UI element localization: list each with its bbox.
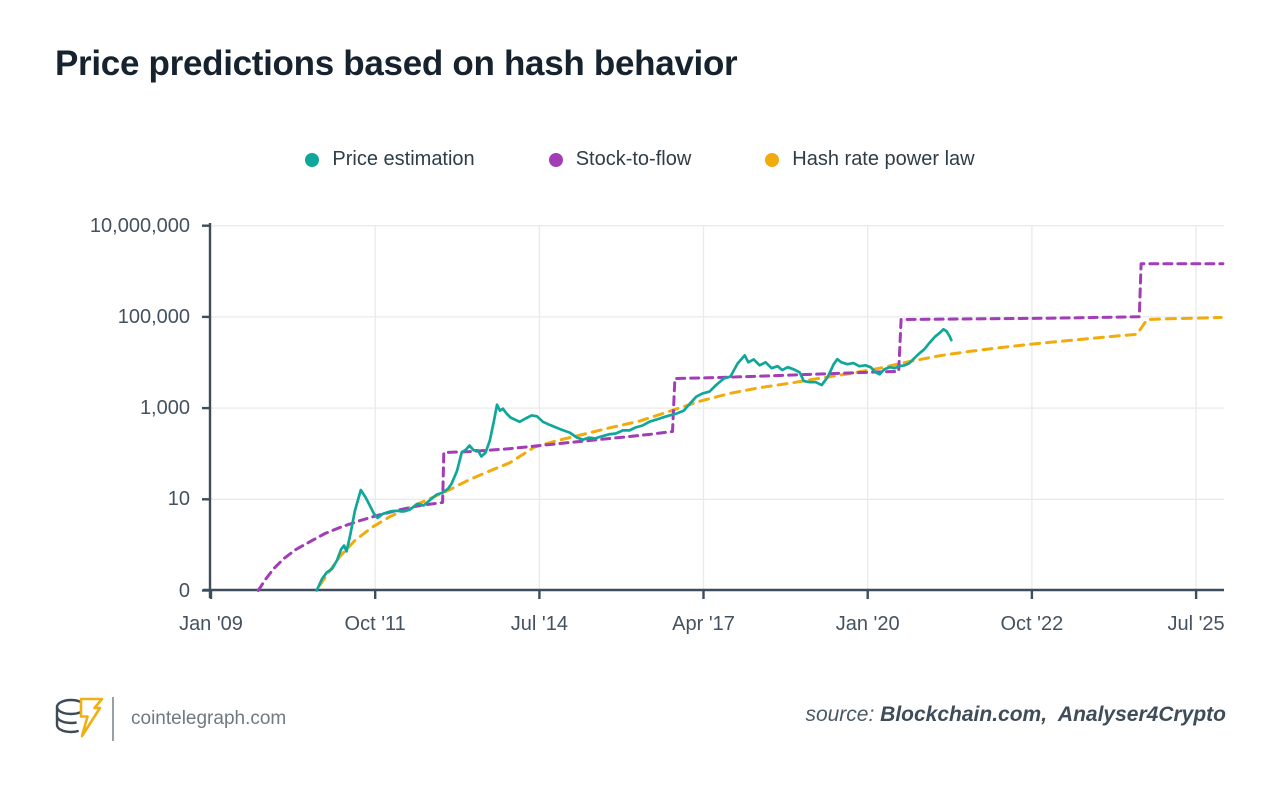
x-tick-label: Apr '17: [672, 613, 735, 635]
x-tick-label: Jul '25: [1167, 613, 1225, 635]
y-tick-label: 10,000,000: [89, 214, 190, 237]
stock-to-flow-line: [256, 262, 1225, 592]
x-tick-label: Oct '22: [1000, 613, 1064, 635]
legend-item-hash-rate-power-law: Hash rate power law: [765, 148, 975, 171]
x-tick-label: Oct '11: [344, 613, 406, 635]
y-tick-label: 0: [178, 579, 190, 602]
y-tick-label: 10: [167, 488, 190, 511]
x-tick-label: Jan '09: [179, 613, 243, 635]
axes: [202, 223, 1224, 599]
y-tick-label: 100,000: [117, 305, 190, 328]
x-tick-label: Jan '20: [835, 613, 900, 635]
price-estimation-line: [315, 327, 953, 592]
legend-label-hash-rate-power-law: Hash rate power law: [792, 148, 975, 170]
x-tick-label: Jul '14: [510, 613, 568, 635]
legend-label-price-estimation: Price estimation: [332, 148, 475, 170]
source-attribution: source: Blockchain.com, Analyser4Crypto: [805, 703, 1226, 727]
legend-item-stock-to-flow: Stock-to-flow: [548, 148, 692, 171]
page-title: Price predictions based on hash behavior: [55, 44, 738, 83]
legend-label-stock-to-flow: Stock-to-flow: [575, 148, 692, 170]
legend-item-price-estimation: Price estimation: [305, 148, 475, 171]
cointelegraph-logo: [55, 697, 104, 738]
price-estimation-dot-icon: [305, 152, 320, 167]
brand-text: cointelegraph.com: [131, 708, 287, 729]
stock-to-flow-dot-icon: [548, 152, 563, 167]
source-label: source:: [805, 703, 875, 726]
y-tick-label: 1,000: [139, 397, 190, 420]
legend: Price estimation Stock-to-flow Hash rate…: [0, 148, 1280, 171]
source-names: Blockchain.com, Analyser4Crypto: [880, 703, 1226, 726]
hash-rate-power-law-dot-icon: [765, 152, 780, 167]
lightning-bolt-icon: [79, 697, 104, 738]
hash-rate-power-law-line: [318, 316, 1223, 587]
footer-divider: [112, 697, 114, 741]
